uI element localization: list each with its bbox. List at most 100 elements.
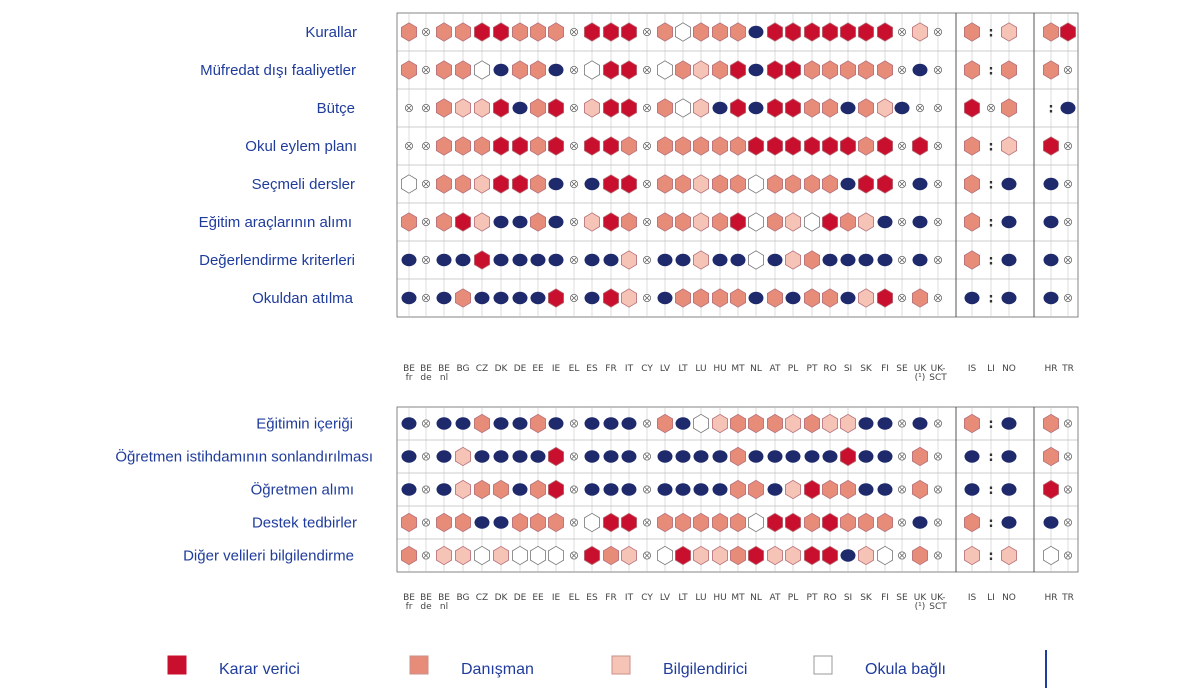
cell-cy-5-ring: [643, 551, 652, 560]
column-label: LT: [678, 593, 688, 603]
cell-lt-2: [675, 450, 691, 463]
cell-is-8: [964, 291, 980, 305]
cell-lu-1: [693, 413, 709, 434]
cell-ee-6: [530, 212, 546, 232]
cell-uk-5: ×: [934, 180, 943, 189]
cell-ie-4: [548, 136, 564, 156]
cell-el-6-ring: [570, 217, 579, 226]
cell-dk-3: [492, 98, 510, 118]
cell-nl-6: [748, 212, 764, 232]
cell-ie-2: [548, 63, 564, 77]
cell-mt-1: [730, 413, 746, 434]
cell-el-2-ring: [570, 452, 579, 461]
cell-pl-4: [785, 136, 801, 156]
column-label: LU: [695, 364, 706, 374]
cell-el-5-ring: [570, 179, 579, 188]
cell-el-2-ring: [570, 66, 579, 75]
cell-se-5-x: ×: [899, 180, 906, 189]
cell-ro-4: [822, 512, 838, 533]
cell-be-2-ring: [421, 66, 430, 75]
cell-uk-2: ×: [934, 66, 943, 75]
cell-be-2-x: ×: [423, 452, 430, 461]
cell-uk-2: [912, 63, 928, 77]
cell-li-3-x: ×: [988, 104, 995, 113]
cell-si-3: [840, 101, 856, 115]
cell-mt-5: [730, 545, 746, 566]
column-label: HR: [1044, 593, 1057, 603]
cell-uk-2-ring: [934, 452, 943, 461]
column-label: BG: [457, 364, 470, 374]
column-label: UK-: [931, 593, 946, 603]
cell-cy-3-x: ×: [644, 104, 651, 113]
cell-tr-5-x: ×: [1065, 551, 1072, 560]
cell-uk-2-x: ×: [935, 452, 942, 461]
cell-se-1: ×: [898, 28, 907, 37]
cell-el-1-x: ×: [571, 419, 578, 428]
cell-pt-3: [804, 98, 820, 118]
cell-tr-5: ×: [1064, 180, 1073, 189]
column-label: AT: [770, 593, 781, 603]
cell-tr-2: ×: [1064, 66, 1073, 75]
cell-be-8-ring: [421, 293, 430, 302]
cell-lv-3: [657, 483, 673, 496]
cell-el-8-x: ×: [571, 294, 578, 303]
cell-el-4-ring: [570, 141, 579, 150]
column-label: BE: [438, 364, 450, 374]
cell-be-4-x: ×: [423, 518, 430, 527]
cell-ro-3: [822, 98, 838, 118]
cell-uk-8: ×: [934, 294, 943, 303]
row-label: Öğretmen istihdamının sonlandırılması: [115, 448, 373, 466]
cell-dk-4: [493, 516, 509, 529]
column-label: DK: [495, 593, 509, 603]
cell-be-4-ring: [404, 141, 413, 150]
cell-pl-1: [785, 413, 801, 434]
column-label: SE: [896, 593, 908, 603]
cell-hu-3: [712, 483, 728, 496]
cell-ie-5: [548, 177, 564, 191]
cell-li-5: :: [988, 549, 993, 564]
cell-hu-5: [712, 174, 728, 194]
cell-tr-2-ring: [1064, 66, 1073, 75]
cell-ro-2: [822, 450, 838, 463]
cell-is-1: [964, 413, 980, 434]
cell-lu-4: [693, 512, 709, 533]
cell-cy-4-ring: [643, 518, 652, 527]
cell-be-4-ring: [421, 141, 430, 150]
column-label: EL: [569, 593, 580, 603]
cell-cy-4: ×: [643, 142, 652, 151]
cell-se-2: ×: [898, 452, 907, 461]
cell-be-2-x: ×: [423, 66, 430, 75]
cell-el-1-ring: [570, 27, 579, 36]
cell-el-8-ring: [570, 293, 579, 302]
cell-lt-1: [675, 417, 691, 430]
cell-es-1: [584, 22, 600, 42]
cell-cy-6: ×: [643, 218, 652, 227]
cell-pl-2: [785, 60, 801, 80]
cell-fi-2: [877, 60, 893, 80]
cell-uk-5-ring: [934, 551, 943, 560]
cell-bg-4: [454, 512, 472, 533]
cell-cy-5-x: ×: [644, 180, 651, 189]
cell-se-2-x: ×: [899, 452, 906, 461]
cell-pt-2: [804, 450, 820, 463]
cell-tr-5-x: ×: [1065, 180, 1072, 189]
legend-label: Bilgilendirici: [663, 661, 747, 678]
cell-uk-1: [912, 417, 928, 430]
cell-ee-7: [530, 253, 546, 267]
cell-cy-8: ×: [643, 294, 652, 303]
column-label: LT: [678, 364, 688, 374]
cell-tr-4: ×: [1064, 518, 1073, 527]
cell-uk-3: ×: [934, 104, 943, 113]
cell-hr-3: :: [1048, 102, 1053, 117]
cell-pl-2: [785, 450, 801, 463]
cell-el-3-x: ×: [571, 104, 578, 113]
cell-tr-1: ×: [1064, 419, 1073, 428]
cell-hr-7: [1043, 253, 1059, 267]
cell-el-1: ×: [570, 27, 579, 37]
cell-el-1-x: ×: [571, 28, 578, 37]
cell-pt-6: [804, 212, 820, 232]
cell-tr-5-ring: [1064, 551, 1073, 560]
cell-es-6: [584, 212, 600, 232]
cell-cz-5: [473, 174, 491, 194]
